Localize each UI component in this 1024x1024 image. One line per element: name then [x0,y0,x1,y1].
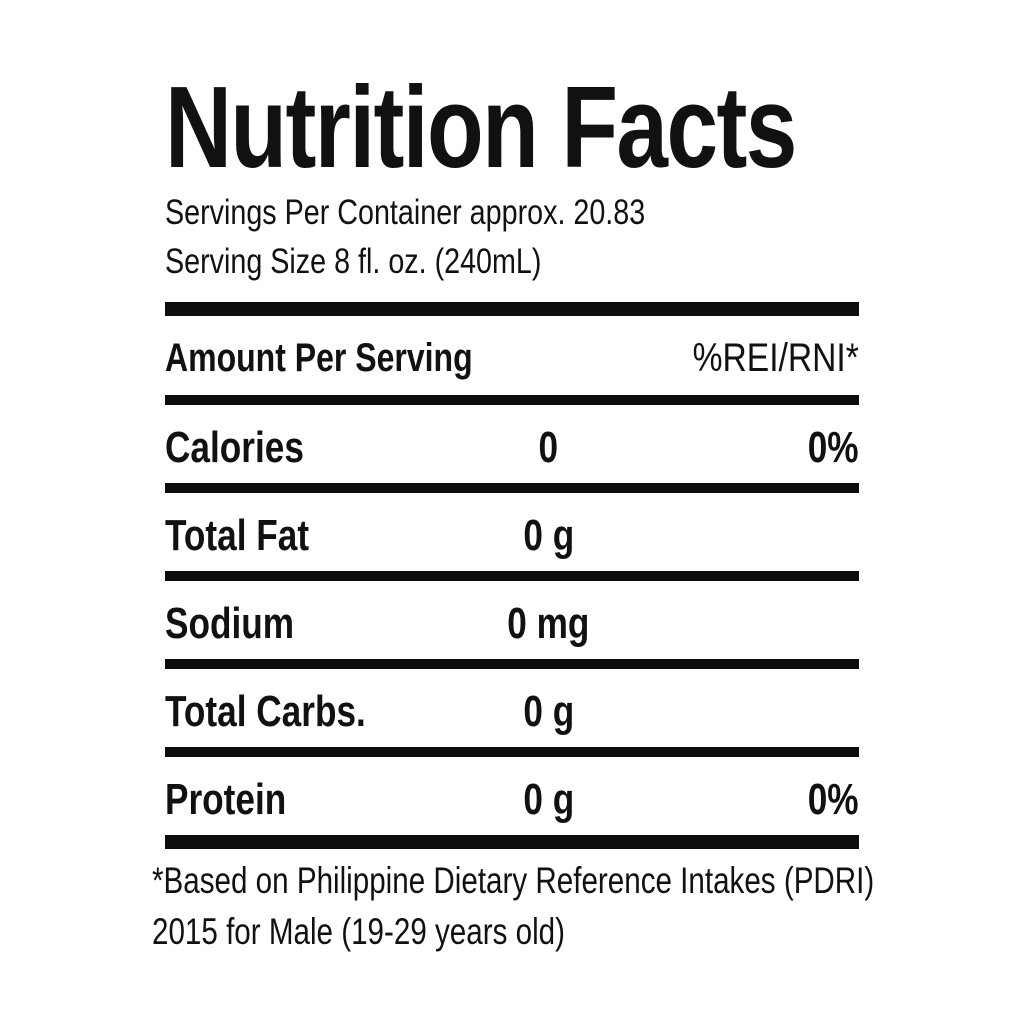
percent-rei-rni-header: %REI/RNI* [692,336,859,380]
total-carbs-label: Total Carbs. [165,687,366,736]
table-header-row: Amount Per Serving %REI/RNI* [165,338,859,378]
servings-per-container-text: Servings Per Container approx. 20.83 [165,193,646,232]
total-fat-label: Total Fat [165,511,310,560]
label-body: Nutrition Facts Servings Per Container a… [152,0,874,957]
label-title: Nutrition Facts [165,62,797,192]
divider [165,571,859,581]
divider [165,659,859,669]
protein-percent: 0% [808,775,859,824]
protein-label: Protein [165,775,287,824]
footnote-line-1: *Based on Philippine Dietary Reference I… [152,860,875,901]
calories-label: Calories [165,423,304,472]
sodium-label: Sodium [165,599,295,648]
calories-percent: 0% [808,423,859,472]
calories-amount: 0 [538,423,559,472]
row-sodium: Sodium 0 mg [165,602,859,646]
divider [165,747,859,757]
serving-size-text: Serving Size 8 fl. oz. (240mL) [165,242,542,281]
divider-thick-bottom [165,835,859,849]
divider [165,483,859,493]
row-total-carbs: Total Carbs. 0 g [165,690,859,734]
divider-thick-top [165,302,859,316]
sodium-amount: 0 mg [507,599,590,648]
protein-amount: 0 g [522,775,574,824]
divider [165,395,859,405]
row-calories: Calories 0 0% [165,426,859,470]
total-carbs-amount: 0 g [522,687,574,736]
footnote-line-2: 2015 for Male (19-29 years old) [152,911,565,952]
serving-info: Servings Per Container approx. 20.83 Ser… [165,188,859,286]
footnote: *Based on Philippine Dietary Reference I… [152,855,875,957]
row-protein: Protein 0 g 0% [165,778,859,822]
total-fat-amount: 0 g [522,511,574,560]
amount-per-serving-header: Amount Per Serving [165,336,473,380]
row-total-fat: Total Fat 0 g [165,514,859,558]
